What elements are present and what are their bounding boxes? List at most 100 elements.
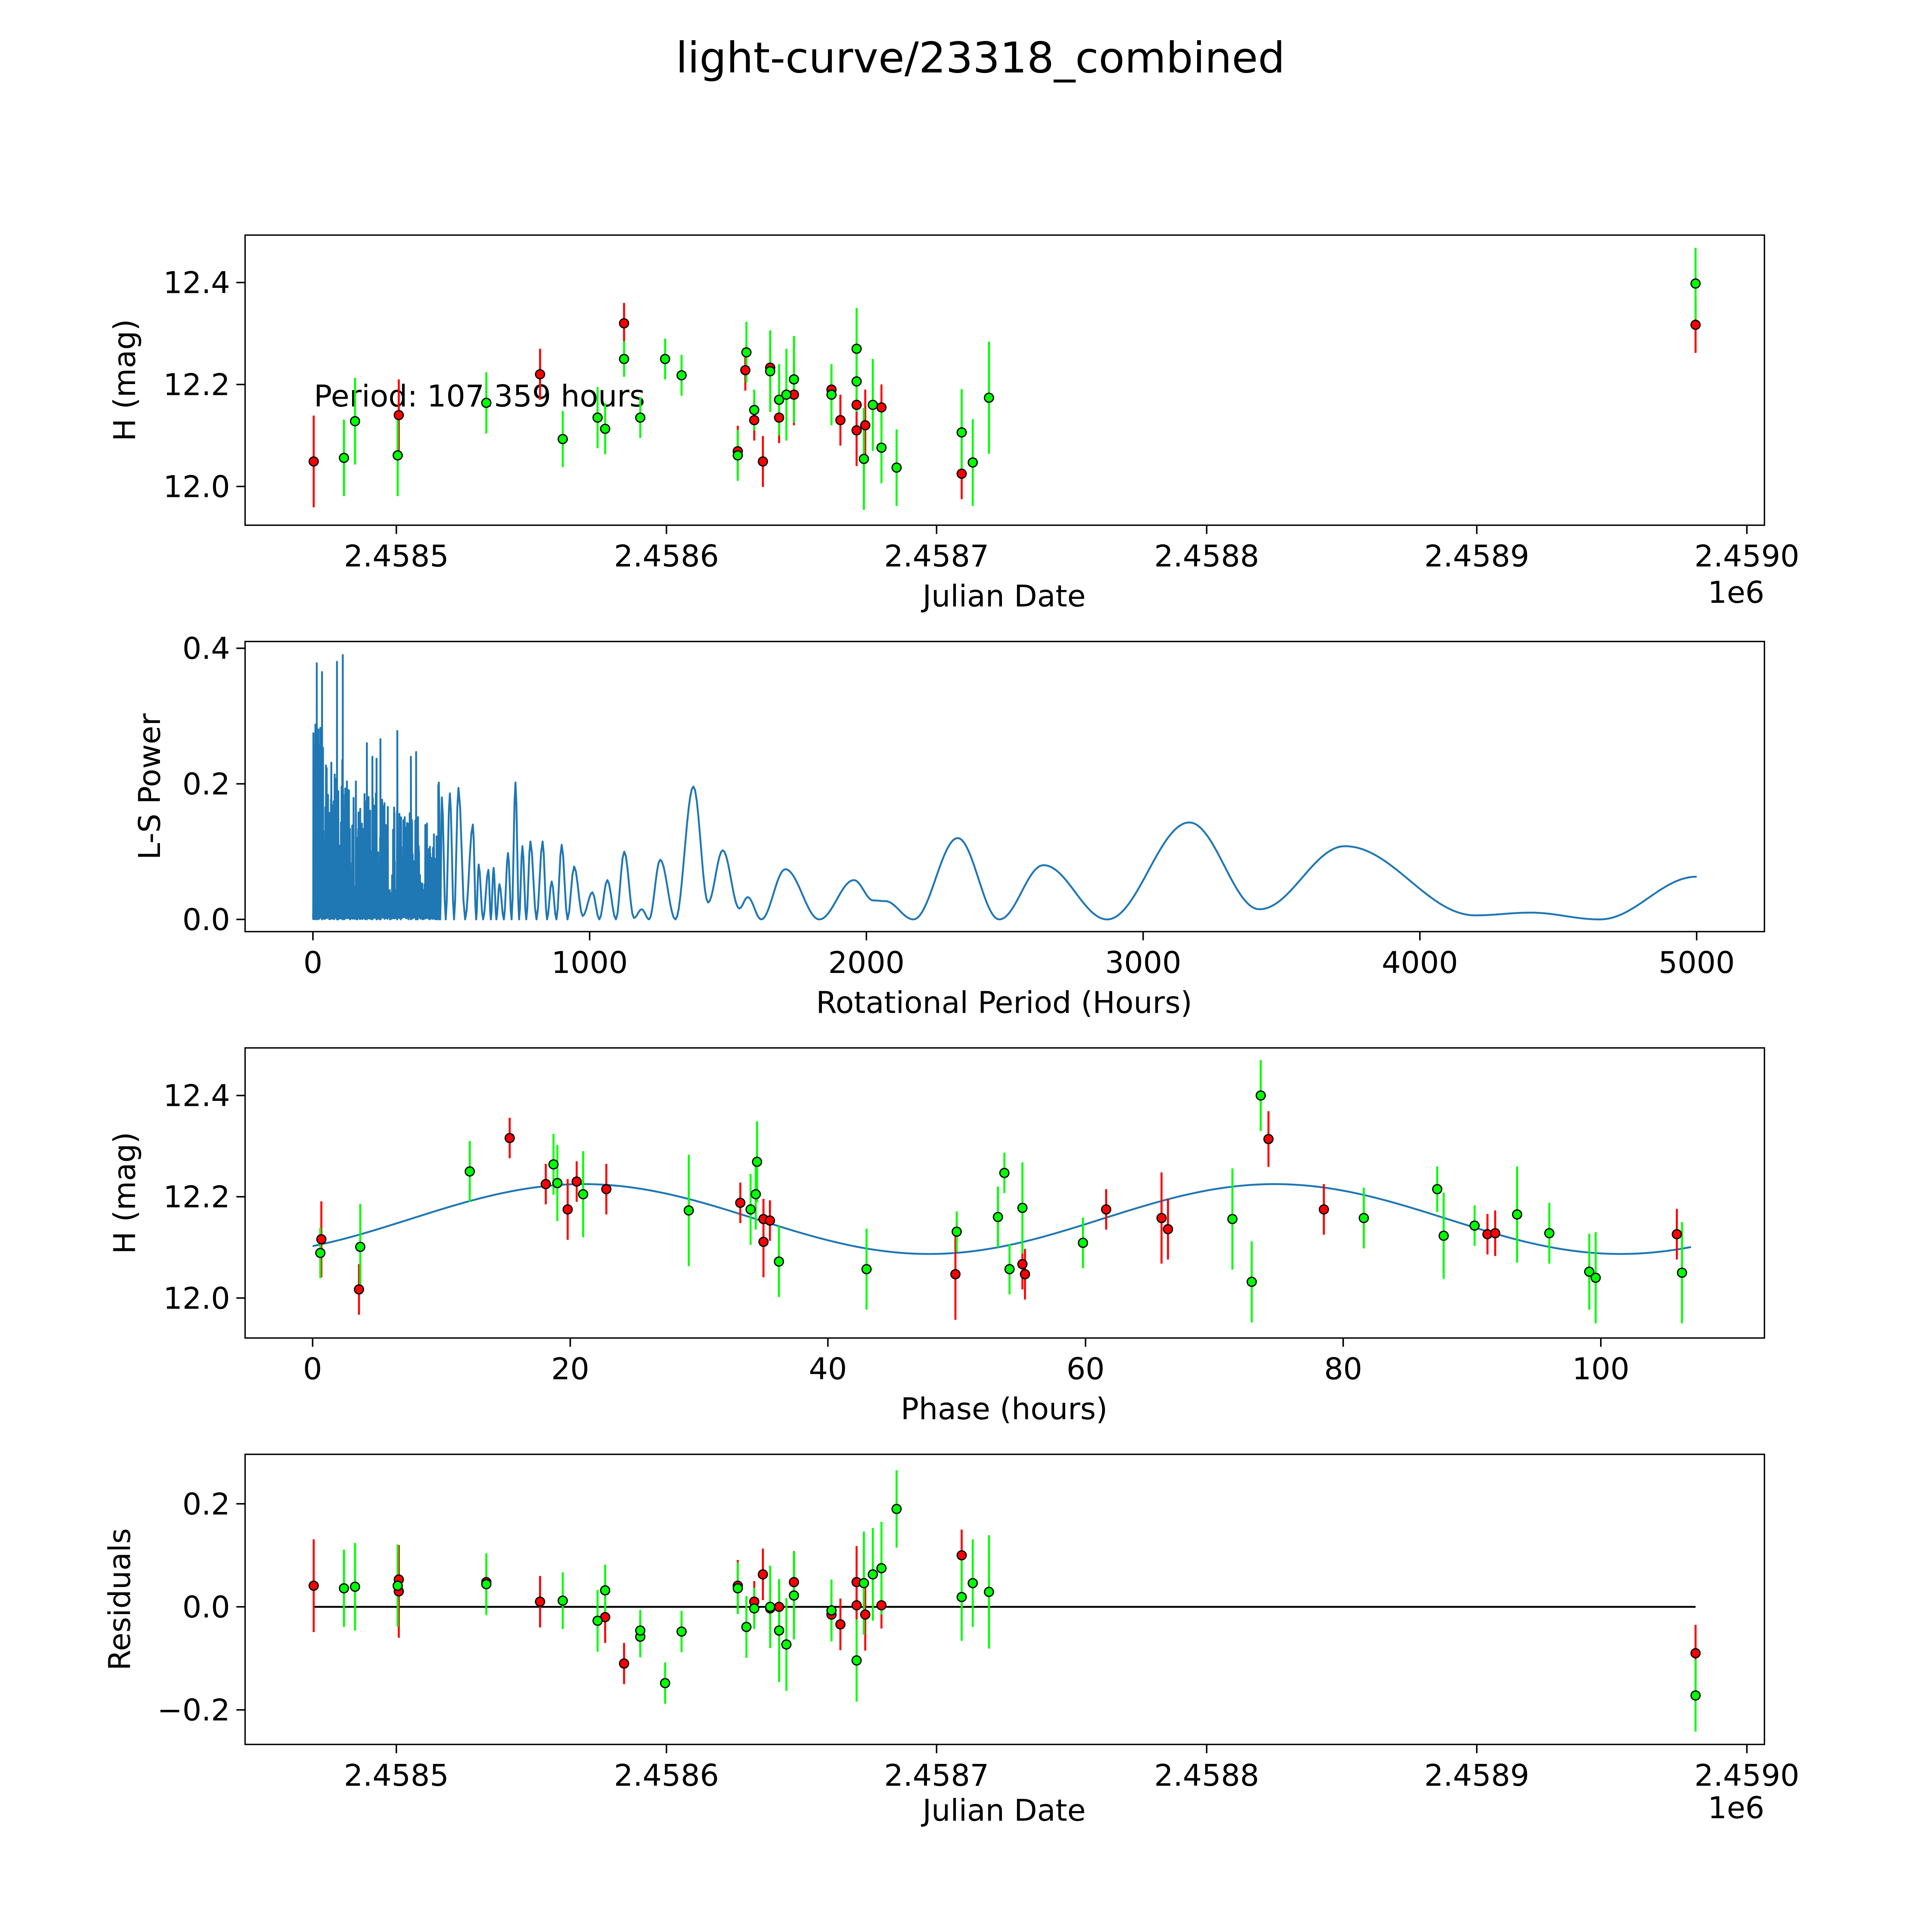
residuals-point-red: [774, 1602, 784, 1612]
lightcurve-ytick-label: 12.2: [163, 368, 230, 403]
residuals-xtick-label: 2.4587: [884, 1758, 989, 1793]
phased-point-red: [950, 1269, 961, 1279]
lightcurve-point-green: [1690, 278, 1701, 289]
phased-point-green: [1227, 1214, 1238, 1225]
lightcurve-point-red: [851, 400, 862, 410]
phased-point-red: [735, 1197, 746, 1208]
residuals-plot-area: [308, 1470, 1701, 1732]
lightcurve-point-red: [835, 415, 846, 425]
lightcurve-plot-area: [308, 248, 1701, 510]
lightcurve-point-red: [619, 318, 629, 328]
phased-point-green: [552, 1178, 563, 1189]
lightcurve-xtick-label: 2.4588: [1154, 539, 1259, 574]
phased-xtick-label: 20: [551, 1352, 589, 1387]
lightcurve-point-green: [600, 423, 611, 434]
phased-point-green: [1590, 1272, 1601, 1283]
phased-point-green: [1584, 1266, 1595, 1277]
lightcurve-xlabel: Julian Date: [921, 579, 1086, 614]
phased-point-red: [316, 1234, 327, 1245]
residuals-xtick-label: 2.4588: [1154, 1758, 1259, 1793]
phased-point-green: [951, 1226, 962, 1237]
phased-xtick-label: 0: [303, 1352, 322, 1387]
residuals-point-green: [851, 1655, 862, 1666]
phased-point-green: [1359, 1213, 1369, 1223]
lightcurve-point-green: [635, 412, 646, 423]
lightcurve-point-red: [308, 456, 319, 467]
phased-point-green: [1469, 1220, 1480, 1231]
period-annotation: Period: 107.359 hours: [314, 379, 645, 414]
phased-point-green: [684, 1205, 694, 1216]
lightcurve-panel: Julian Date H (mag) 1e6 Period: 107.359 …: [108, 234, 1799, 614]
residuals-point-red: [876, 1600, 887, 1611]
residuals-ytick-label: 0.2: [182, 1487, 230, 1522]
lightcurve-point-green: [851, 376, 862, 387]
residuals-point-red: [308, 1580, 319, 1591]
residuals-point-green: [635, 1625, 646, 1636]
residuals-ytick-label: −0.2: [157, 1693, 230, 1728]
residuals-point-green: [350, 1582, 361, 1592]
residuals-point-green: [741, 1622, 752, 1632]
periodogram-xtick-label: 5000: [1658, 946, 1735, 980]
periodogram-plot-area: [312, 654, 1697, 920]
periodogram-axes-frame: [244, 641, 1765, 932]
periodogram-ytick-label: 0.4: [182, 631, 230, 666]
residuals-point-red: [956, 1550, 967, 1561]
lightcurve-xtick-label: 2.4585: [344, 539, 449, 574]
phased-point-red: [1672, 1229, 1682, 1240]
residuals-point-red: [758, 1569, 768, 1580]
phased-point-green: [1255, 1090, 1266, 1101]
residuals-point-red: [789, 1577, 799, 1587]
phased-point-green: [861, 1264, 872, 1274]
lightcurve-point-green: [789, 374, 799, 385]
lightcurve-point-red: [956, 468, 967, 479]
lightcurve-point-green: [891, 462, 902, 473]
residuals-point-green: [956, 1592, 967, 1602]
residuals-xlabel: Julian Date: [921, 1793, 1086, 1828]
lightcurve-xtick-label: 2.4586: [614, 539, 719, 574]
phased-point-green: [548, 1159, 559, 1170]
phased-point-green: [1432, 1184, 1442, 1194]
phased-point-red: [758, 1236, 769, 1247]
residuals-point-red: [619, 1658, 629, 1669]
residuals-point-green: [592, 1616, 603, 1626]
phased-point-red: [541, 1179, 551, 1189]
residuals-point-green: [891, 1503, 902, 1514]
lightcurve-point-green: [774, 395, 784, 405]
lightcurve-point-red: [740, 365, 751, 376]
lightcurve-point-green: [781, 389, 792, 400]
lightcurve-point-red: [1690, 320, 1701, 330]
phased-point-green: [993, 1212, 1003, 1222]
periodogram-xtick-label: 3000: [1105, 946, 1182, 980]
lightcurve-point-green: [956, 427, 967, 438]
phased-point-red: [601, 1184, 612, 1194]
residuals-point-green: [676, 1626, 687, 1637]
lightcurve-xtick-label: 2.4589: [1424, 539, 1529, 574]
residuals-xtick-label: 2.4586: [614, 1758, 719, 1793]
phased-ytick-label: 12.4: [163, 1079, 230, 1114]
residuals-point-green: [558, 1595, 568, 1606]
phased-point-green: [1017, 1202, 1028, 1213]
lightcurve-point-red: [774, 412, 784, 423]
lightcurve-point-green: [592, 412, 603, 423]
residuals-point-green: [392, 1580, 403, 1591]
residuals-xtick-label: 2.4585: [344, 1758, 449, 1793]
residuals-point-green: [984, 1587, 994, 1597]
phased-xtick-label: 60: [1066, 1352, 1105, 1387]
periodogram-xtick-label: 0: [303, 946, 322, 980]
phased-axes-frame: [244, 1047, 1765, 1339]
lightcurve-point-red: [393, 410, 404, 420]
lightcurve-point-red: [860, 420, 871, 430]
residuals-point-green: [859, 1578, 869, 1588]
lightcurve-point-green: [984, 393, 994, 403]
residuals-point-green: [765, 1602, 776, 1612]
lightcurve-point-red: [876, 402, 887, 413]
lightcurve-xtick-label: 2.4590: [1694, 539, 1799, 574]
phased-point-green: [578, 1189, 588, 1199]
periodogram-ytick-label: 0.0: [182, 903, 230, 937]
residuals-point-red: [1690, 1648, 1701, 1658]
residuals-ytick-label: 0.0: [182, 1590, 230, 1625]
residuals-point-green: [481, 1579, 492, 1590]
residuals-point-green: [774, 1625, 784, 1636]
phased-point-green: [1078, 1238, 1088, 1248]
phased-point-red: [354, 1284, 364, 1295]
